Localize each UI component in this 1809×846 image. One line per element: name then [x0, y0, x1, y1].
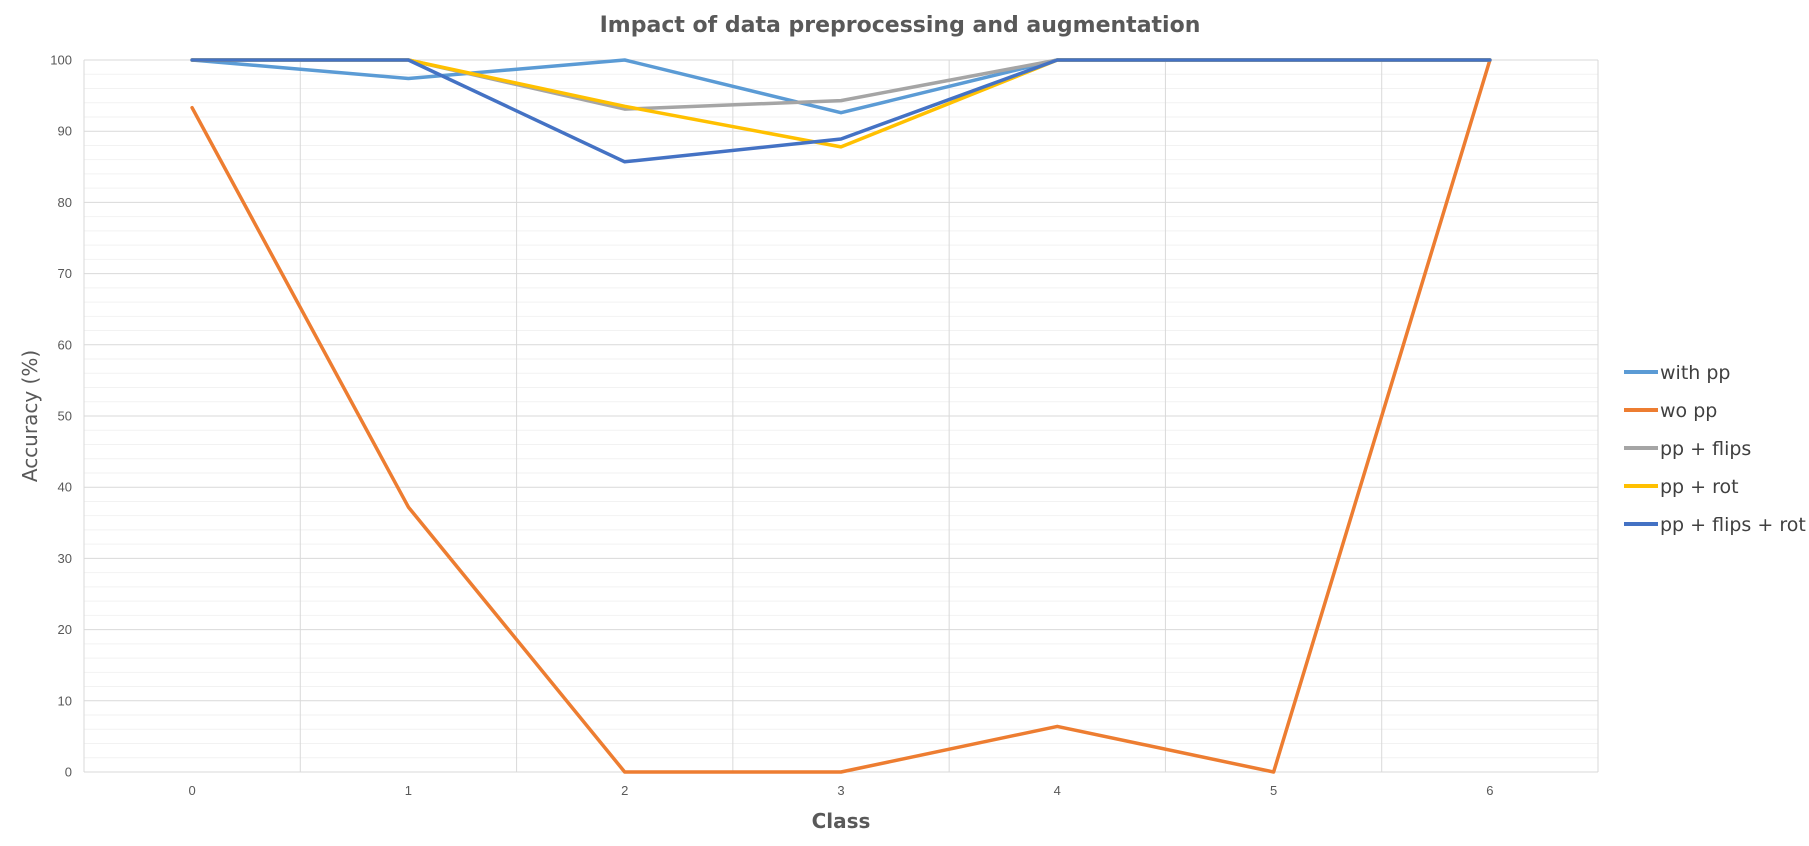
series-line-pp-rot — [190, 58, 1492, 149]
x-tick-label: 0 — [189, 783, 196, 798]
series-lines — [190, 58, 1492, 774]
legend-label: wo pp — [1660, 400, 1717, 422]
series-line-with-pp — [190, 58, 1492, 115]
series-line-pp-flips — [190, 58, 1492, 111]
legend-label: pp + flips — [1660, 438, 1751, 460]
axes: 0 10 20 30 40 50 60 70 80 90 100 0 1 2 3 4 5 6 — [50, 53, 1493, 799]
y-tick-label: 10 — [58, 693, 72, 708]
gridlines — [83, 59, 1599, 773]
y-tick-label: 20 — [58, 622, 72, 637]
x-tick-label: 4 — [1054, 783, 1061, 798]
x-tick-label: 2 — [621, 783, 628, 798]
y-axis-title: Accuracy (%) — [18, 350, 42, 482]
legend-label: pp + flips + rot — [1660, 514, 1806, 536]
y-tick-label: 90 — [58, 124, 72, 139]
x-tick-label: 5 — [1270, 783, 1277, 798]
legend-label: with pp — [1660, 362, 1730, 384]
y-tick-label: 30 — [58, 551, 72, 566]
y-tick-label: 0 — [65, 765, 72, 780]
series-line-pp-flips-rot — [190, 58, 1492, 164]
x-tick-label: 6 — [1486, 783, 1493, 798]
y-tick-label: 80 — [58, 195, 72, 210]
y-tick-label: 60 — [58, 337, 72, 352]
x-axis-title: Class — [812, 809, 871, 833]
legend-label: pp + rot — [1660, 476, 1739, 498]
chart-title: Impact of data preprocessing and augment… — [600, 13, 1201, 38]
y-tick-label: 40 — [58, 480, 72, 495]
x-tick-label: 3 — [837, 783, 844, 798]
legend: with pp wo pp pp + flips pp + rot pp + flips… — [1624, 362, 1806, 536]
series-line-wo-pp — [190, 58, 1492, 774]
y-tick-label: 50 — [58, 409, 72, 424]
y-tick-label: 70 — [58, 266, 72, 281]
y-tick-label: 100 — [50, 53, 72, 68]
x-tick-label: 1 — [405, 783, 412, 798]
